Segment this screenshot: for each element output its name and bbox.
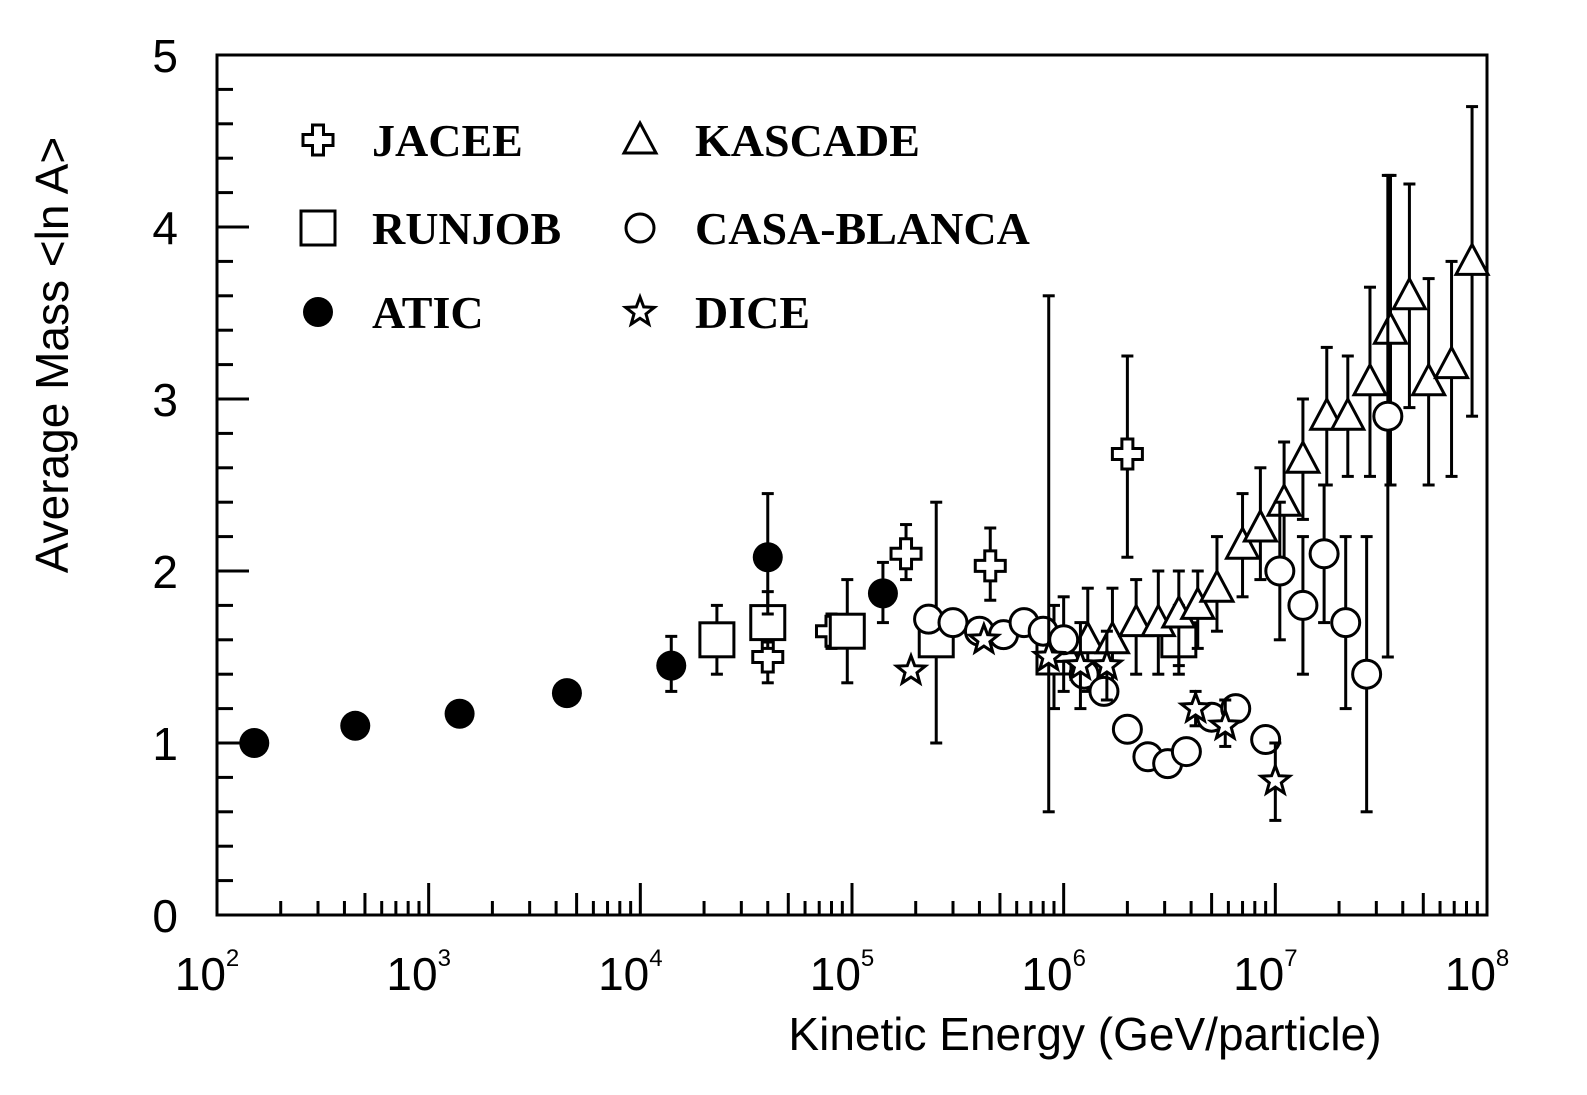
jacee-point <box>889 537 923 571</box>
y-tick-label: 4 <box>152 202 178 254</box>
x-tick-label: 106 <box>1021 945 1086 1000</box>
atic-point <box>551 678 582 709</box>
series-casa-blanca <box>913 173 1404 814</box>
casa-blanca-point <box>937 607 969 639</box>
x-tick-label: 108 <box>1445 945 1510 1000</box>
jacee-point <box>973 549 1007 583</box>
atic-point <box>656 650 687 681</box>
kascade-point <box>1284 439 1322 474</box>
atic-point <box>752 542 783 573</box>
runjob-point <box>828 612 866 650</box>
x-tick-label: 107 <box>1233 945 1298 1000</box>
kascade-point <box>1198 568 1236 603</box>
atic-point <box>340 710 371 741</box>
legend-marker-casa-blanca <box>624 212 656 244</box>
y-tick-label: 1 <box>152 718 178 770</box>
jacee-point <box>751 640 785 674</box>
series-dice <box>892 294 1294 822</box>
y-tick-label: 3 <box>152 374 178 426</box>
legend-label-atic: ATIC <box>372 287 484 338</box>
legend-marker-dice <box>621 292 659 328</box>
casa-blanca-point <box>1111 713 1143 745</box>
y-axis-title: Average Mass <ln A> <box>26 137 78 573</box>
x-axis-title: Kinetic Energy (GeV/particle) <box>788 1008 1381 1060</box>
plot-frame <box>215 53 1489 917</box>
dice-point <box>965 620 1003 656</box>
casa-blanca-point <box>1287 589 1319 621</box>
dice-point <box>1088 646 1126 682</box>
jacee-point <box>1110 437 1144 471</box>
runjob-point <box>698 621 736 659</box>
kascade-point <box>1390 275 1428 311</box>
legend-label-runjob: RUNJOB <box>372 203 561 254</box>
kascade-point <box>1093 619 1131 655</box>
kascade-point <box>1433 344 1471 380</box>
y-axis: 0 1 2 3 4 5 <box>152 30 249 942</box>
data-points <box>239 105 1491 822</box>
legend-label-casa-blanca: CASA-BLANCA <box>695 203 1030 254</box>
casa-blanca-point <box>1088 675 1120 707</box>
series-atic <box>239 492 898 758</box>
x-tick-label: 105 <box>810 945 875 1000</box>
dice-point <box>892 651 930 687</box>
kascade-point <box>1241 507 1279 543</box>
x-tick-label: 104 <box>598 945 663 1000</box>
casa-blanca-point <box>1264 555 1296 587</box>
y-tick-label: 2 <box>152 546 178 598</box>
legend-marker-atic <box>303 297 333 327</box>
legend-label-jacee: JACEE <box>372 115 523 166</box>
kascade-point <box>1371 310 1409 345</box>
dice-point <box>1030 637 1068 673</box>
kascade-point <box>1117 602 1155 638</box>
casa-blanca-point <box>1048 624 1080 656</box>
dice-point <box>1206 706 1244 742</box>
legend-marker-jacee <box>301 123 335 157</box>
legend-label-kascade: KASCADE <box>695 115 920 166</box>
legend: JACEE KASCADE RUNJOB CASA-BLANCA ATIC DICE <box>299 115 1030 338</box>
kascade-point <box>1329 396 1367 431</box>
y-tick-label: 0 <box>152 890 178 942</box>
kascade-point <box>1453 241 1491 276</box>
kascade-point <box>1179 585 1217 620</box>
atic-point <box>239 728 270 758</box>
kascade-point <box>1265 482 1303 517</box>
casa-blanca-point <box>1330 607 1362 639</box>
x-tick-label: 103 <box>386 945 451 1000</box>
y-tick-label: 5 <box>152 30 178 82</box>
casa-blanca-point <box>1170 736 1202 768</box>
casa-blanca-point <box>1351 658 1383 690</box>
kascade-point <box>1351 361 1389 397</box>
atic-point <box>867 578 898 609</box>
atic-point <box>444 698 475 729</box>
kascade-point <box>1224 525 1262 560</box>
x-tick-label: 102 <box>175 945 240 1000</box>
dice-point <box>1177 689 1215 725</box>
legend-label-dice: DICE <box>695 287 810 338</box>
casa-blanca-point <box>1372 400 1404 432</box>
casa-blanca-point <box>1250 724 1282 756</box>
series-kascade <box>1045 105 1491 693</box>
dice-point <box>1257 761 1294 797</box>
kascade-point <box>1410 361 1448 397</box>
legend-marker-runjob <box>299 209 337 247</box>
legend-marker-kascade <box>621 119 659 155</box>
casa-blanca-point <box>1308 538 1340 570</box>
x-axis: 102 103 104 105 106 107 108 <box>175 883 1510 1000</box>
